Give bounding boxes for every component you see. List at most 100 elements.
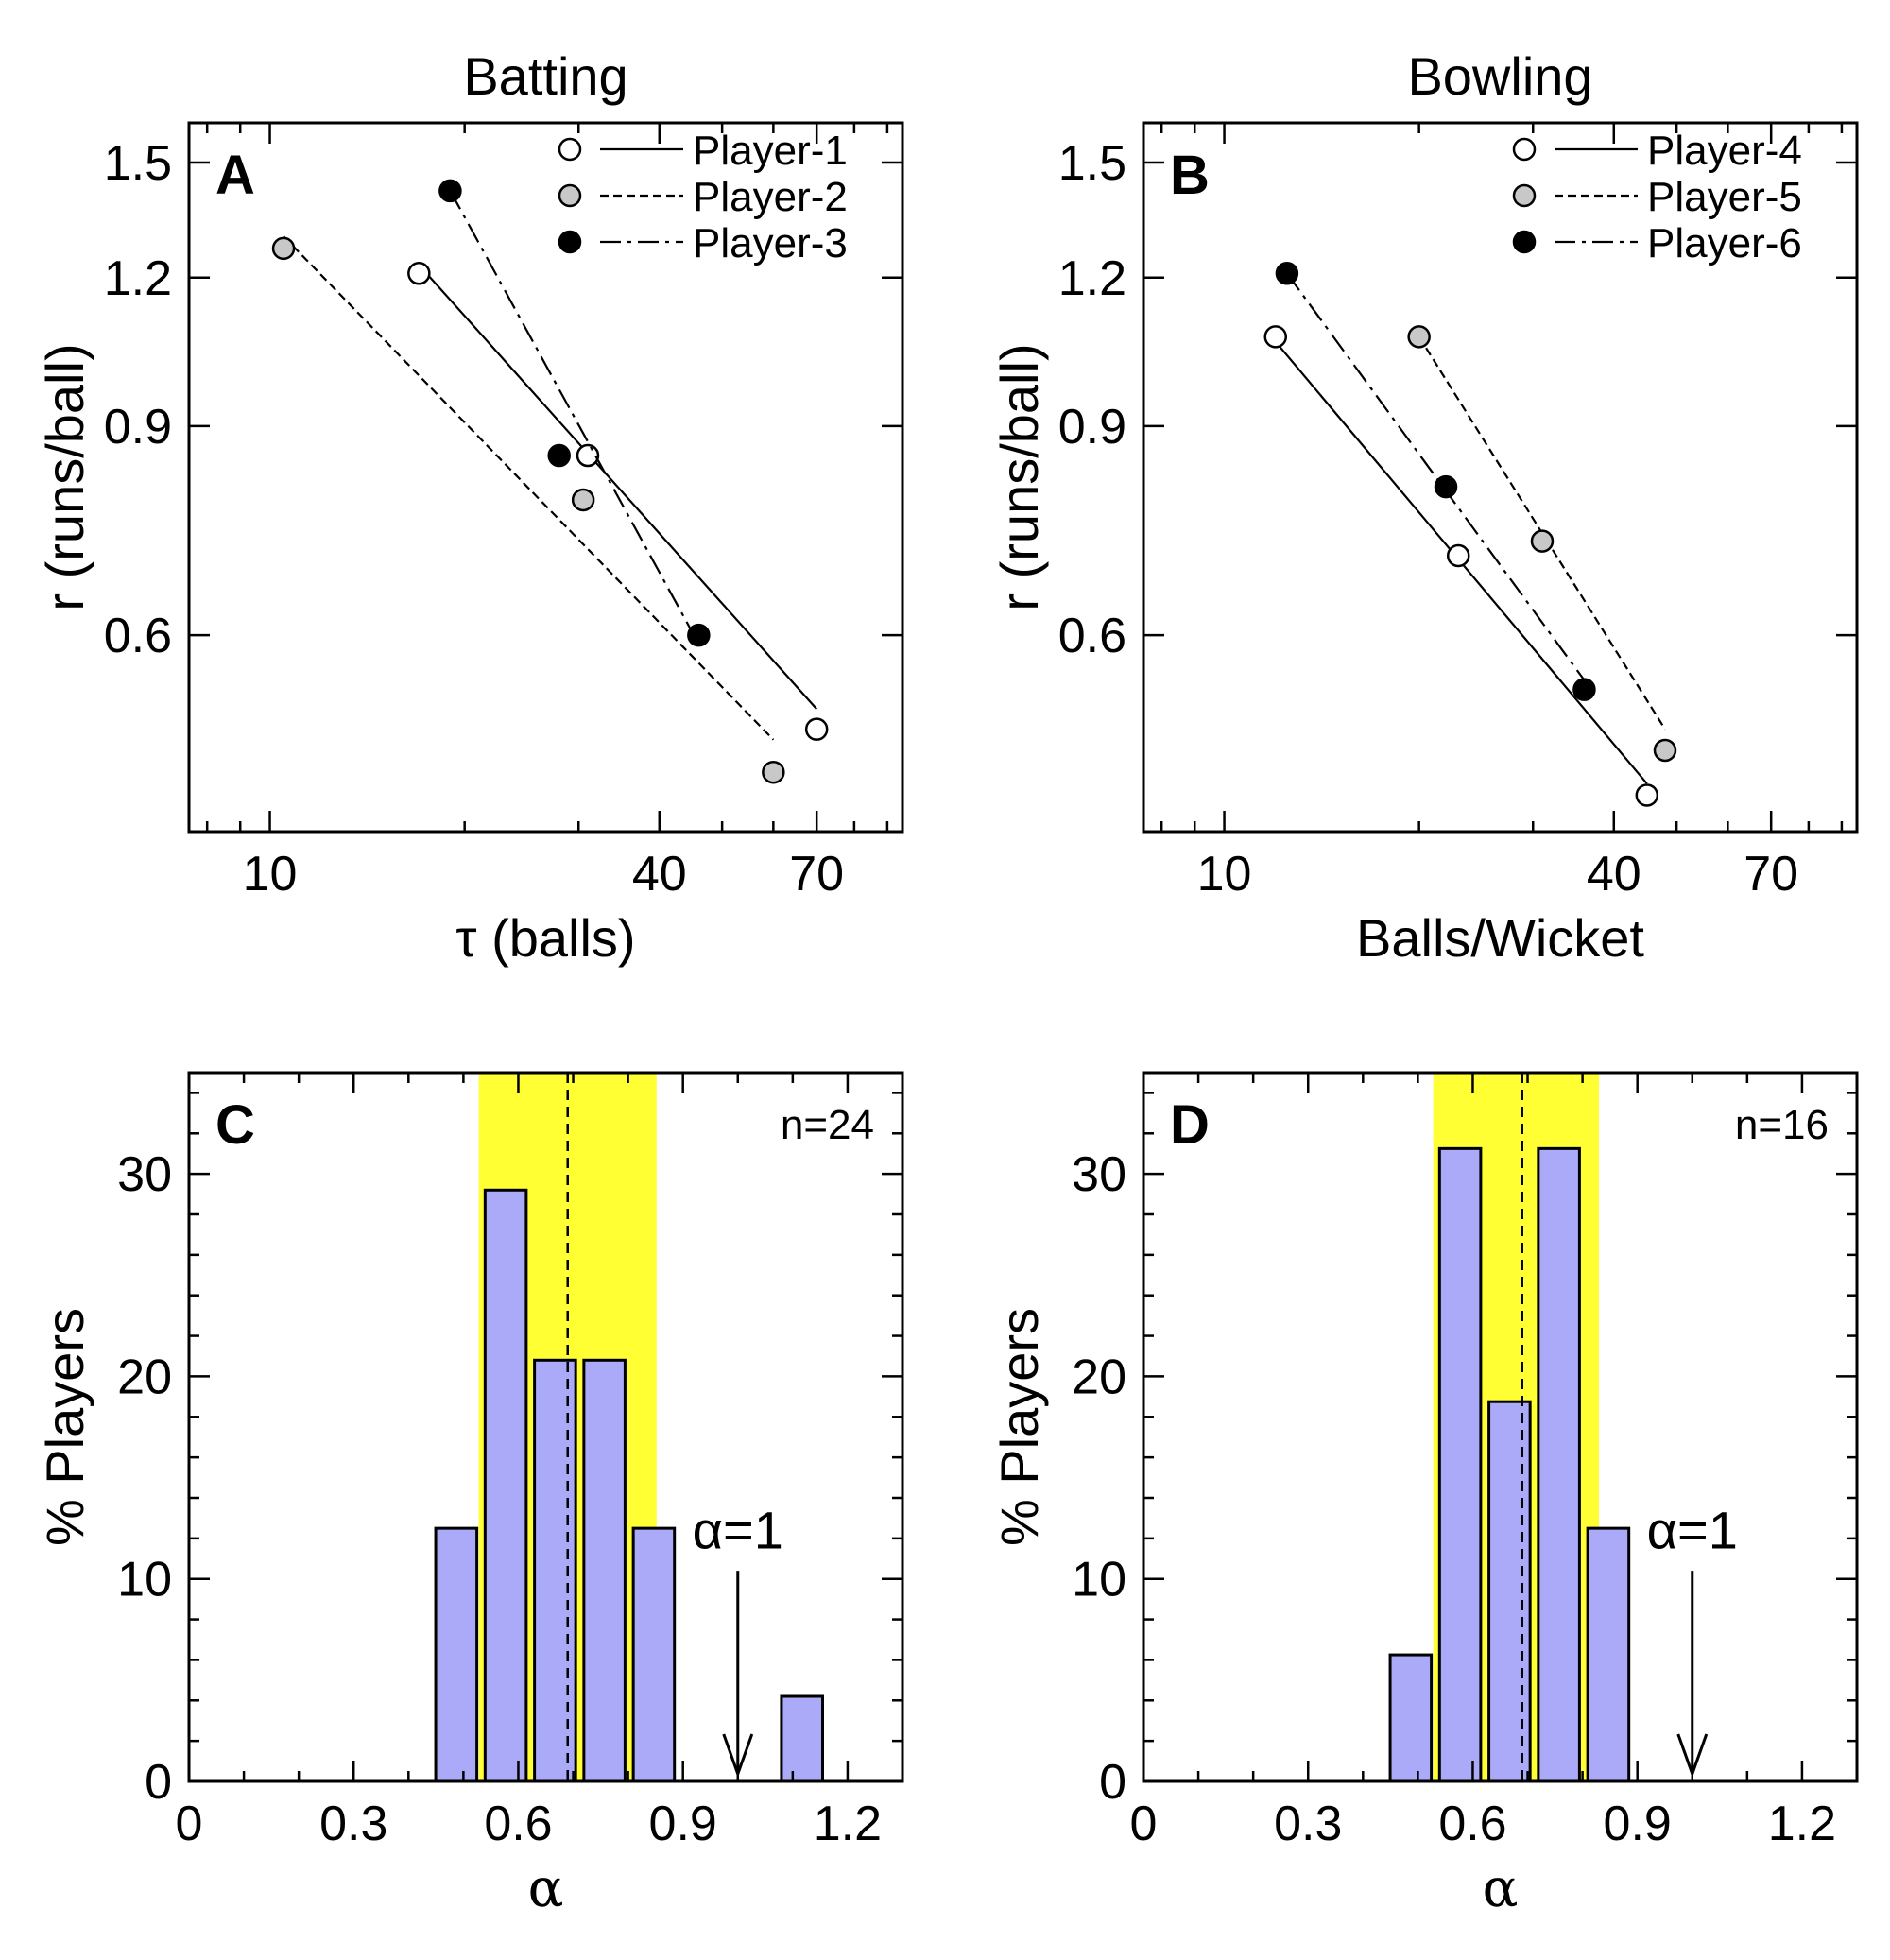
y-axis-label: % Players: [989, 1308, 1049, 1546]
legend-marker: [558, 183, 582, 208]
alpha-annotation: α=1: [693, 1501, 783, 1560]
legend-marker: [558, 137, 582, 162]
x-tick-label: 70: [1744, 847, 1798, 902]
x-tick-label: 40: [1587, 847, 1641, 902]
panel-b: 10 40 70 1.5 1.2 0.9 0.6 Bowling Balls/Wicket r (…: [989, 46, 1859, 968]
data-point-player-4: [1263, 325, 1288, 349]
data-point-player-6: [1434, 474, 1458, 499]
y-tick-label: 1.5: [104, 136, 172, 191]
annotation-arrowhead: [722, 1733, 754, 1779]
fit-line-player-2: [283, 235, 775, 741]
histogram-bar: [533, 1358, 577, 1783]
y-axis-label: % Players: [35, 1308, 94, 1546]
data-point-player-6: [1572, 678, 1596, 701]
y-tick-label: 0.6: [1058, 609, 1126, 663]
y-tick-label: 0: [145, 1755, 172, 1810]
y-tick-label: 10: [1072, 1553, 1126, 1608]
legend-label: Player-3: [693, 220, 848, 266]
alpha-annotation: α=1: [1647, 1501, 1738, 1560]
data-point-player-2: [271, 236, 296, 261]
data-point-player-2: [762, 760, 785, 784]
data-point-player-3: [547, 443, 571, 468]
x-tick-label: 1.2: [814, 1797, 882, 1851]
x-axis-label: Balls/Wicket: [1356, 908, 1644, 968]
legend-marker: [1512, 230, 1537, 254]
data-point-player-6: [1275, 262, 1299, 285]
data-point-player-1: [407, 262, 431, 285]
sample-size-label: n=16: [1735, 1102, 1829, 1148]
y-tick-label: 0.9: [1058, 400, 1126, 455]
y-axis-label: r (runs/ball): [989, 343, 1049, 610]
fit-line-player-3: [449, 190, 700, 645]
x-axis-label: τ (balls): [455, 908, 635, 968]
chart-title: Batting: [463, 46, 627, 106]
y-tick-label: 30: [1072, 1147, 1126, 1202]
x-tick-label: 0.6: [484, 1797, 552, 1851]
legend-label: Player-5: [1647, 174, 1802, 220]
panel-d: 0 0.3 0.6 0.9 1.2 0 10 20 30 α % Players D n=16 α=1: [989, 1071, 1859, 1919]
data-point-player-3: [687, 623, 711, 647]
x-tick-label: 0.6: [1438, 1797, 1506, 1851]
y-tick-label: 20: [1072, 1350, 1126, 1404]
data-point-player-5: [1407, 325, 1431, 349]
x-tick-label: 1.2: [1768, 1797, 1836, 1851]
x-tick-label: 0.3: [1274, 1797, 1342, 1851]
histogram-bar: [1437, 1146, 1483, 1783]
x-tick-label: 10: [243, 847, 298, 902]
plot-frame: [187, 1071, 904, 1783]
legend-label: Player-2: [693, 174, 848, 220]
y-tick-label: 10: [117, 1553, 172, 1608]
histogram-bar: [1537, 1146, 1581, 1783]
x-axis-label: α: [1483, 1858, 1519, 1919]
panel-letter: C: [215, 1094, 255, 1156]
histogram-bar: [631, 1526, 677, 1783]
x-tick-label: 0: [1130, 1797, 1158, 1851]
legend-marker: [1512, 137, 1537, 162]
x-tick-label: 70: [789, 847, 844, 902]
x-tick-label: 0: [176, 1797, 203, 1851]
data-point-player-1: [804, 717, 829, 741]
data-point-player-1: [576, 443, 600, 468]
data-point-player-3: [438, 179, 462, 203]
x-tick-label: 40: [632, 847, 687, 902]
legend-label: Player-6: [1647, 220, 1802, 266]
histogram-bar: [1487, 1400, 1532, 1783]
y-tick-label: 20: [117, 1350, 172, 1404]
data-point-player-4: [1635, 783, 1659, 807]
histogram-bar: [483, 1188, 528, 1783]
annotation-arrowhead: [1676, 1733, 1709, 1779]
data-point-player-5: [1530, 529, 1555, 553]
y-tick-label: 30: [117, 1147, 172, 1202]
x-tick-label: 0.9: [649, 1797, 717, 1851]
x-tick-label: 0.3: [319, 1797, 387, 1851]
y-tick-label: 1.2: [104, 251, 172, 306]
data-point-player-5: [1653, 738, 1677, 763]
panel-letter: D: [1170, 1094, 1210, 1156]
histogram-bar: [582, 1358, 627, 1783]
y-tick-label: 0.9: [104, 400, 172, 455]
y-tick-label: 1.2: [1058, 251, 1126, 306]
panel-letter: A: [215, 145, 255, 206]
y-axis-label: r (runs/ball): [35, 343, 94, 610]
histogram-bar: [780, 1694, 824, 1783]
histogram-bar: [1388, 1653, 1434, 1783]
chart-title: Bowling: [1407, 46, 1592, 106]
y-tick-label: 0.6: [104, 609, 172, 663]
panel-a: 10 40 70 1.5 1.2 0.9 0.6 Batting τ (balls) r (run…: [35, 46, 904, 968]
panel-c: 0 0.3 0.6 0.9 1.2 0 10 20 30 α % Players C n=24 α=1: [35, 1071, 904, 1919]
legend-marker: [558, 230, 582, 254]
fit-line-player-6: [1286, 272, 1586, 681]
y-tick-label: 1.5: [1058, 136, 1126, 191]
data-point-player-4: [1446, 543, 1470, 568]
x-axis-label: α: [528, 1858, 564, 1919]
plot-frame: [1142, 121, 1859, 834]
legend-marker: [1512, 183, 1537, 208]
legend-label: Player-4: [1647, 128, 1802, 174]
plot-frame: [1142, 1071, 1859, 1783]
plot-frame: [187, 121, 904, 834]
y-tick-label: 0: [1099, 1755, 1126, 1810]
histogram-bar: [1586, 1526, 1631, 1783]
sample-size-label: n=24: [781, 1102, 874, 1148]
data-point-player-2: [571, 488, 595, 512]
